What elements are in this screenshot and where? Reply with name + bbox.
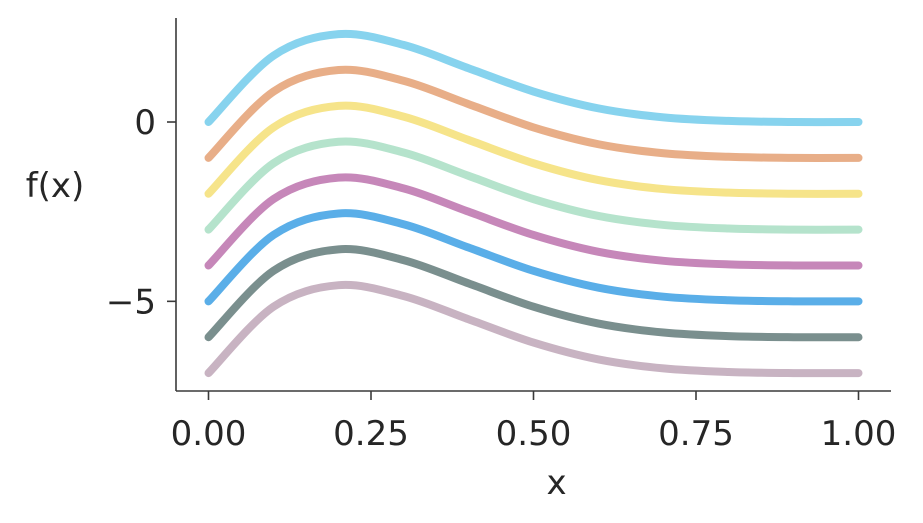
x-axis-ticks: 0.00 0.25 0.50 0.75 1.00 xyxy=(171,391,897,454)
series-line-7 xyxy=(204,245,863,342)
y-axis-label: f(x) xyxy=(26,166,85,206)
x-tick-label: 0.25 xyxy=(333,414,409,454)
series-line-8 xyxy=(204,280,863,378)
series-line-1 xyxy=(204,29,863,127)
series-line-5 xyxy=(204,173,863,270)
y-axis-ticks: 0 −5 xyxy=(106,103,176,322)
series-line-3 xyxy=(204,101,863,198)
x-tick-label: 0.00 xyxy=(171,414,247,454)
series-line-6 xyxy=(204,209,863,306)
x-tick-label: 1.00 xyxy=(821,414,897,454)
x-tick-label: 0.75 xyxy=(658,414,734,454)
y-tick-label: 0 xyxy=(134,103,156,143)
y-tick-label: −5 xyxy=(106,282,156,322)
series-layer xyxy=(204,29,863,378)
x-tick-label: 0.50 xyxy=(496,414,572,454)
x-axis-label: x xyxy=(546,463,566,503)
series-line-4 xyxy=(204,137,863,234)
series-line-2 xyxy=(204,65,863,162)
